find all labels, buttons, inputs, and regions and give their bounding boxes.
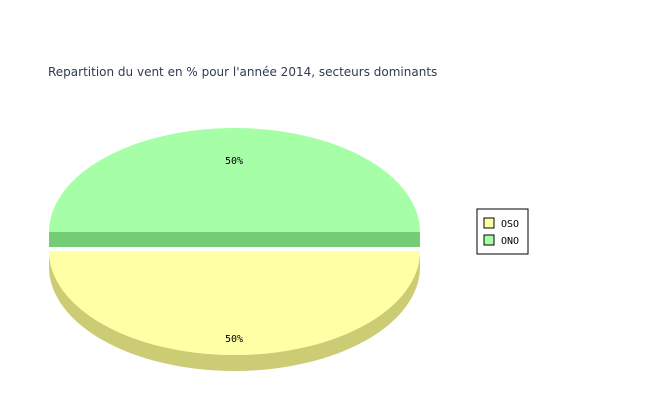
slice-oso [49, 251, 420, 371]
legend-swatch-oso [483, 217, 495, 229]
legend-label-ono: ONO [501, 236, 519, 247]
data-label-ono: 50% [225, 156, 243, 167]
chart-title: Repartition du vent en % pour l'année 20… [48, 65, 437, 79]
slice-oso-top [49, 251, 420, 355]
legend-box [476, 208, 529, 255]
slice-ono-side [49, 232, 420, 247]
legend-label-oso: OSO [501, 219, 519, 230]
data-label-oso: 50% [225, 334, 243, 345]
slice-ono-top [49, 128, 420, 232]
slice-ono [49, 128, 420, 247]
legend-swatch-ono [483, 234, 495, 246]
legend: OSO ONO [476, 208, 529, 255]
